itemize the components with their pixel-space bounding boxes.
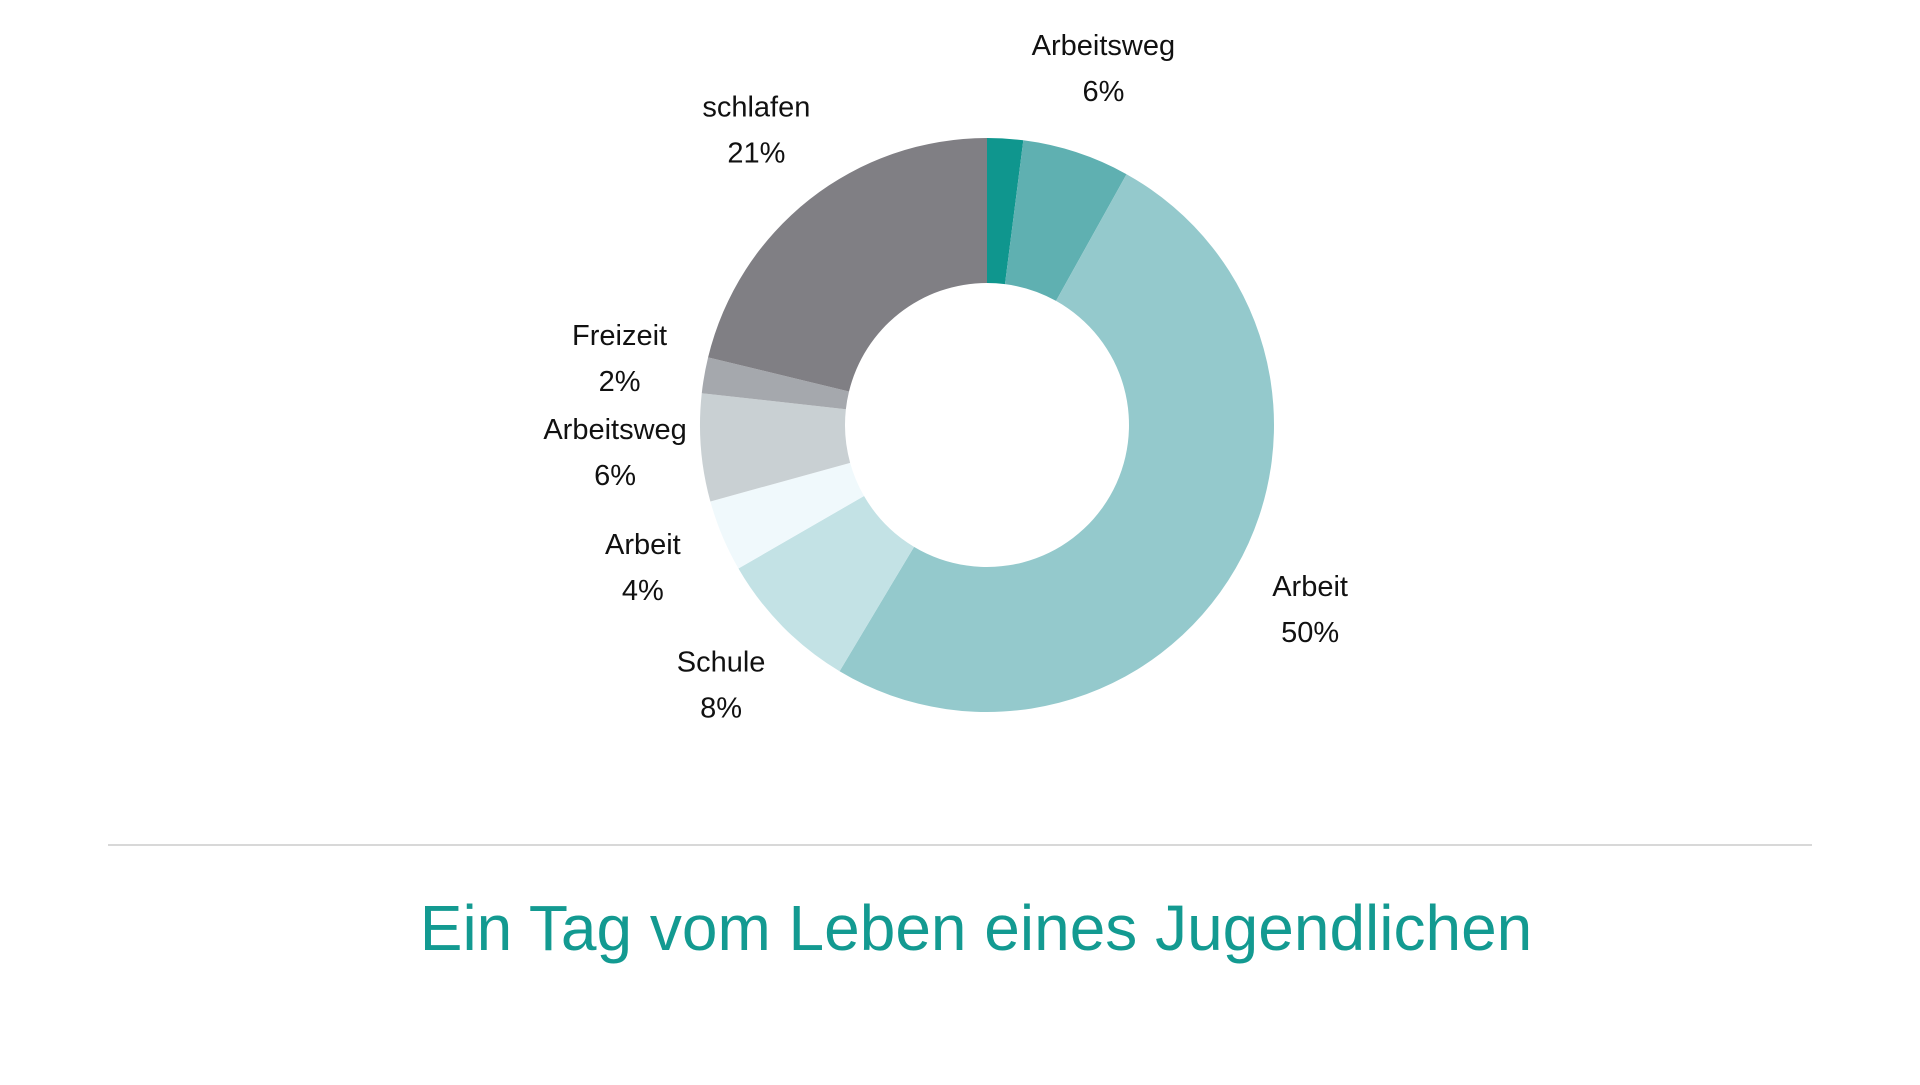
segment-label: Arbeitsweg	[1032, 30, 1175, 62]
donut-segment	[708, 138, 987, 392]
segment-label: Arbeitsweg	[543, 414, 686, 446]
segment-label: Schule	[677, 646, 766, 678]
donut-segment	[839, 174, 1275, 713]
donut-segment	[710, 462, 865, 569]
segment-label: Arbeit	[1272, 571, 1348, 603]
value-label: 6%	[594, 460, 636, 492]
donut-segment	[701, 357, 850, 410]
donut-segment	[1004, 140, 1127, 301]
value-label: 2%	[599, 366, 641, 398]
value-label: 4%	[622, 575, 664, 607]
segment-label: Arbeit	[605, 529, 681, 561]
donut-segment	[738, 496, 915, 672]
value-label: 8%	[700, 692, 742, 724]
value-label: 21%	[727, 137, 785, 169]
value-label: 6%	[1082, 76, 1124, 108]
segment-label: Freizeit	[572, 320, 667, 352]
donut-segment	[987, 138, 1024, 285]
donut-segment	[700, 393, 851, 502]
value-label: 50%	[1281, 617, 1339, 649]
segment-label: schlafen	[702, 91, 810, 123]
chart-title: Ein Tag vom Leben eines Jugendlichen	[420, 892, 1533, 964]
